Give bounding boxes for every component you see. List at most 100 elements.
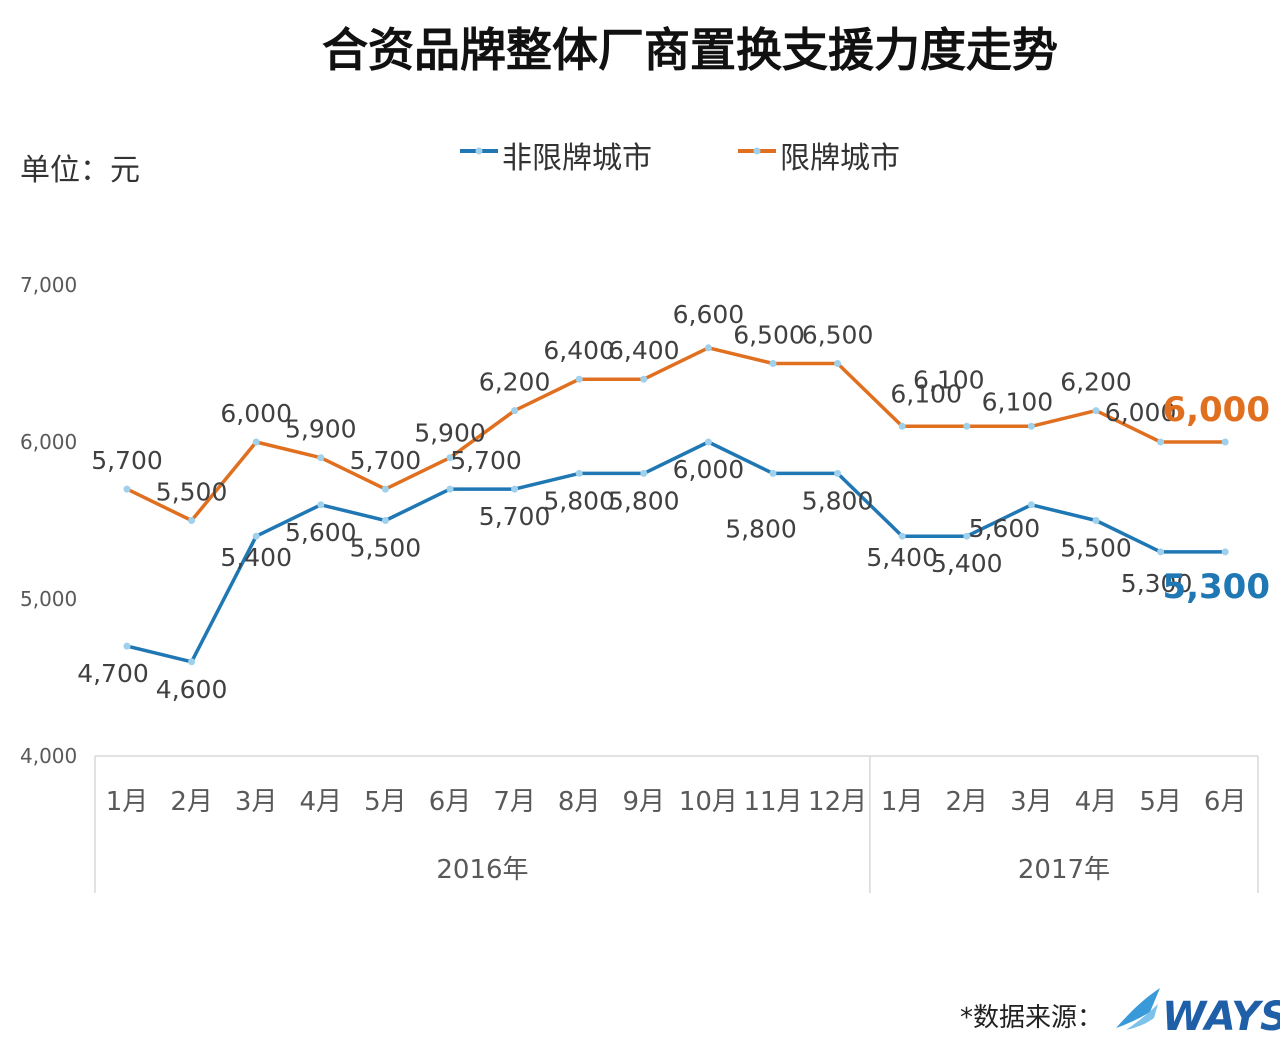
y-tick-label: 7,000 [20, 273, 77, 297]
data-point [575, 375, 583, 383]
x-tick-label: 5月 [1139, 787, 1182, 817]
data-point [1092, 407, 1100, 415]
ways-logo-text: WAYS [1162, 994, 1280, 1040]
data-label-orange: 6,500 [802, 321, 874, 350]
x-tick-label: 2月 [946, 787, 989, 817]
data-point [317, 501, 325, 509]
ways-logo-swoosh-icon [1116, 988, 1160, 1028]
data-label-orange: 6,400 [608, 336, 680, 365]
data-point [188, 658, 196, 666]
data-label-orange: 6,000 [220, 399, 292, 428]
x-tick-label: 2月 [170, 787, 213, 817]
y-tick-label: 5,000 [20, 587, 77, 611]
data-label-orange-last: 6,000 [1162, 390, 1270, 430]
data-label-orange: 6,100 [913, 365, 985, 394]
data-point [511, 485, 519, 493]
x-tick-label: 12月 [808, 787, 867, 817]
data-label-orange: 5,700 [91, 446, 163, 475]
x-tick-label: 3月 [235, 787, 278, 817]
data-point [1157, 548, 1165, 556]
legend: 非限牌城市 限牌城市 [460, 141, 900, 176]
source-label: *数据来源： [960, 1003, 1103, 1033]
legend-item-blue: 非限牌城市 [460, 141, 652, 176]
data-point [1221, 548, 1229, 556]
data-label-orange: 6,500 [733, 321, 805, 350]
data-label-orange: 6,200 [1060, 368, 1132, 397]
x-tick-label: 6月 [1204, 787, 1247, 817]
x-tick-label: 4月 [300, 787, 343, 817]
data-label-blue: 4,600 [156, 675, 228, 704]
data-point [1221, 438, 1229, 446]
data-point [1027, 501, 1035, 509]
data-label-blue: 5,400 [931, 549, 1003, 578]
data-label-orange: 5,900 [414, 419, 486, 448]
data-label-orange: 5,900 [285, 415, 357, 444]
x-tick-label: 11月 [743, 787, 802, 817]
series-line-0 [126, 440, 1226, 664]
data-point [252, 532, 260, 540]
data-label-orange: 6,200 [479, 368, 551, 397]
x-tick-label: 8月 [558, 787, 601, 817]
ways-logo: WAYS [1116, 988, 1280, 1040]
x-tick-label: 4月 [1075, 787, 1118, 817]
legend-marker-blue [475, 147, 483, 155]
data-label-blue: 5,400 [220, 543, 292, 572]
data-point [640, 375, 648, 383]
data-point [188, 517, 196, 524]
data-label-blue: 4,700 [77, 659, 149, 688]
data-label-blue: 5,400 [866, 543, 938, 572]
data-label-blue: 5,600 [285, 518, 357, 547]
data-point [704, 438, 712, 446]
data-label-blue-last: 5,300 [1162, 567, 1270, 607]
ways-logo-swoosh-icon-2 [1126, 1004, 1158, 1030]
x-tick-label: 3月 [1010, 787, 1053, 817]
data-point [640, 469, 648, 477]
data-label-blue: 5,600 [969, 514, 1041, 543]
data-label-blue: 6,000 [673, 455, 745, 484]
chart-title: 合资品牌整体厂商置换支援力度走势 [322, 23, 1058, 77]
data-label-orange: 6,100 [982, 387, 1054, 416]
data-point [898, 532, 906, 540]
data-point [1092, 517, 1100, 524]
y-tick-label: 4,000 [20, 744, 77, 768]
data-label-blue: 5,800 [725, 514, 797, 543]
data-label-blue: 5,700 [479, 502, 551, 531]
data-labels: 4,7004,6005,4005,6005,5005,7005,7005,800… [77, 300, 1270, 704]
data-point [446, 454, 454, 462]
data-point [381, 485, 389, 493]
legend-item-orange: 限牌城市 [738, 141, 900, 176]
x-tick-label: 7月 [493, 787, 536, 817]
y-tick-label: 6,000 [20, 430, 77, 454]
data-point [123, 485, 131, 493]
data-point [446, 485, 454, 493]
data-point [769, 360, 777, 367]
data-label-orange: 5,700 [350, 446, 422, 475]
data-point [381, 517, 389, 524]
data-label-orange: 6,600 [673, 300, 745, 329]
data-point [317, 454, 325, 462]
data-point [963, 422, 971, 430]
x-tick-label: 10月 [679, 787, 738, 817]
data-point [1027, 422, 1035, 430]
data-label-blue: 5,800 [608, 486, 680, 515]
x-tick-label: 6月 [429, 787, 472, 817]
data-label-orange: 6,000 [1105, 398, 1177, 427]
data-label-blue: 5,500 [1060, 534, 1132, 563]
data-point [898, 422, 906, 430]
x-tick-label: 5月 [364, 787, 407, 817]
data-point [963, 532, 971, 540]
data-label-blue: 5,800 [802, 486, 874, 515]
data-label-orange: 6,100 [890, 379, 962, 408]
legend-marker-orange [753, 147, 761, 155]
data-point [704, 344, 712, 352]
data-point [769, 469, 777, 477]
legend-label-orange: 限牌城市 [780, 141, 900, 176]
data-point [575, 469, 583, 477]
data-point [252, 438, 260, 446]
x-axis: 1月 2月 3月 4月 5月 6月 7月 8月 9月 10月 11月 12月 1月 2月 3月 4月 5月 6月 2… [94, 755, 1259, 893]
year-group-label: 2017年 [1018, 855, 1110, 885]
unit-label: 单位：元 [20, 153, 140, 188]
data-point [123, 642, 131, 650]
data-label-blue: 5,700 [450, 446, 522, 475]
